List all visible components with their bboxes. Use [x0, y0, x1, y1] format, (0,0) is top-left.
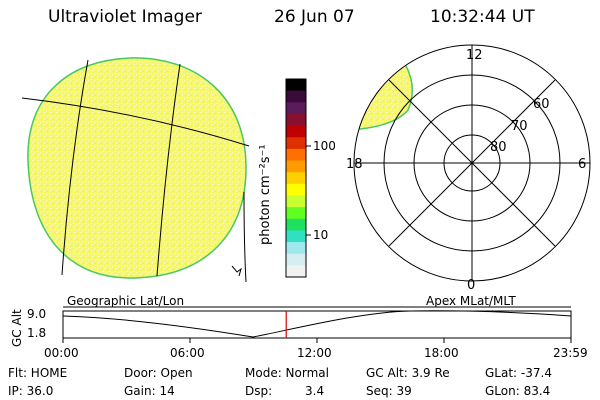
mlat-label-60: 60 — [533, 97, 550, 112]
colorbar-cell — [286, 148, 306, 162]
latitude-line — [21, 97, 250, 147]
colorbar — [285, 78, 311, 278]
time-label: 10:32:44 UT — [430, 7, 535, 27]
status-dsp-value: 3.4 — [305, 384, 325, 398]
strip-xtick-2359: 23:59 — [553, 346, 588, 360]
mlt-label-0: 0 — [467, 278, 476, 293]
aurora-oval-patch — [354, 62, 413, 131]
status-glat: GLat: -37.4 — [485, 366, 552, 380]
colorbar-cell — [286, 242, 306, 255]
apex-caption: Apex MLat/MLT — [426, 294, 516, 308]
status-seq: Seq: 39 — [366, 384, 412, 398]
colorbar-cell — [286, 160, 306, 173]
colorbar-cell — [286, 265, 306, 278]
strip-ytick-9: 9.0 — [27, 307, 47, 321]
colorbar-cell — [286, 113, 306, 127]
colorbar-cell — [286, 172, 306, 185]
polar-plot — [353, 44, 591, 282]
colorbar-cell — [286, 230, 306, 243]
status-mode: Mode: Normal — [245, 366, 329, 380]
limb-line — [243, 191, 247, 283]
colorbar-cell — [286, 183, 306, 197]
meridian-line — [156, 63, 181, 277]
mlat-label-70: 70 — [511, 119, 528, 134]
altitude-curve — [62, 310, 572, 338]
colorbar-cell — [286, 207, 306, 220]
colorbar-tick-100: 100 — [313, 139, 336, 153]
colorbar-cell — [286, 125, 306, 138]
altitude-strip — [62, 306, 572, 343]
geo-caption: Geographic Lat/Lon — [67, 294, 185, 308]
status-door: Door: Open — [124, 366, 193, 380]
colorbar-cell — [286, 195, 306, 208]
colorbar-cell — [286, 79, 306, 92]
app-title: Ultraviolet Imager — [48, 7, 202, 27]
strip-xtick-1800: 18:00 — [424, 346, 459, 360]
sun-marker-icon — [231, 265, 242, 277]
meridian-line — [61, 59, 89, 276]
mlt-label-6: 6 — [578, 157, 587, 172]
colorbar-cell — [286, 137, 306, 150]
status-gain: Gain: 14 — [124, 384, 175, 398]
strip-xtick-0600: 06:00 — [170, 346, 205, 360]
colorbar-cell — [286, 253, 306, 266]
status-glon: GLon: 83.4 — [485, 384, 551, 398]
status-flight: Flt: HOME — [8, 366, 68, 380]
earth-image — [21, 57, 250, 283]
strip-xtick-0000: 00:00 — [44, 346, 79, 360]
mlat-label-80: 80 — [490, 140, 507, 155]
strip-ytick-1-8: 1.8 — [27, 326, 47, 340]
mlt-label-12: 12 — [466, 48, 483, 63]
strip-xtick-1200: 12:00 — [297, 346, 332, 360]
status-ip: IP: 36.0 — [8, 384, 54, 398]
status-dsp-label: Dsp: — [245, 384, 273, 398]
colorbar-unit-label: photon cm⁻²s⁻¹ — [258, 144, 273, 245]
mlt-label-18: 18 — [346, 157, 363, 172]
colorbar-cell — [286, 218, 306, 232]
colorbar-tick-10: 10 — [313, 228, 329, 242]
status-gc-alt: GC Alt: 3.9 Re — [366, 366, 450, 380]
date-label: 26 Jun 07 — [274, 7, 355, 27]
colorbar-cell — [286, 90, 306, 103]
colorbar-cell — [286, 102, 306, 115]
strip-axis-label: GC Alt — [10, 309, 24, 347]
